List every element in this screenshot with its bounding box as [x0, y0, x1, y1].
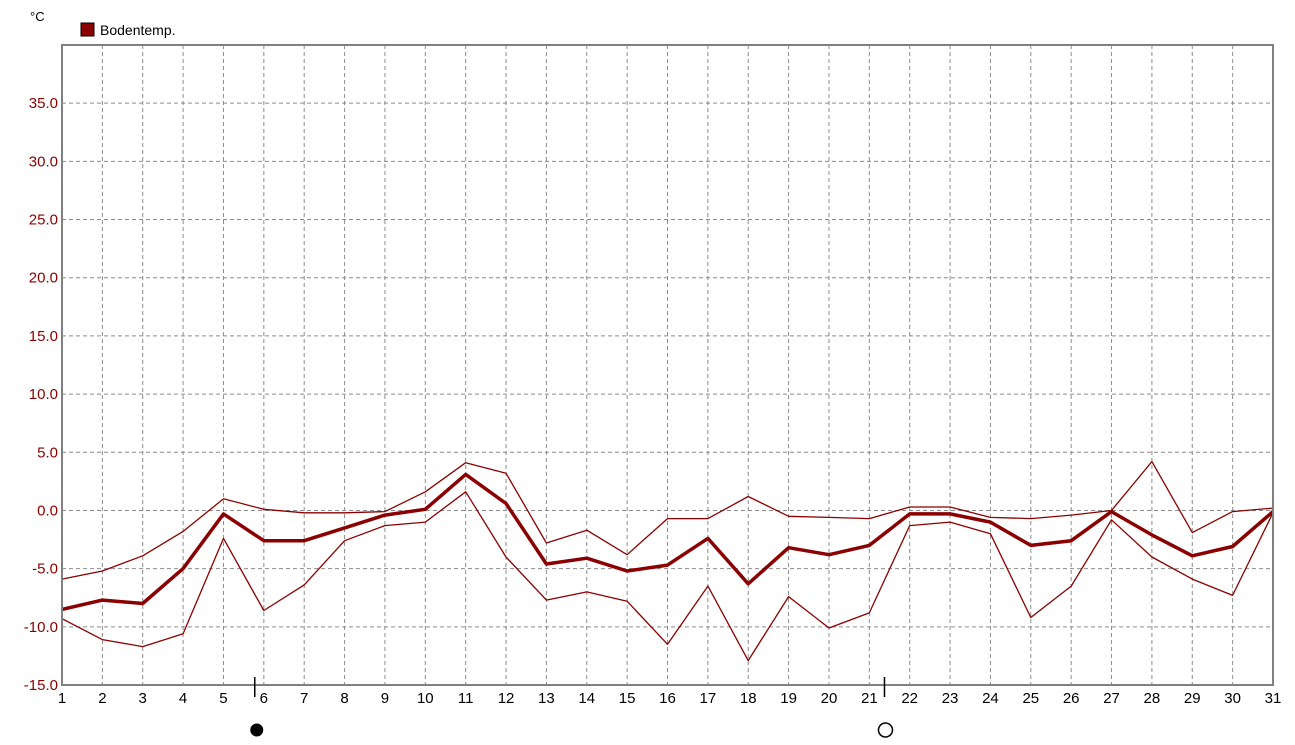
x-tick-label: 26: [1063, 690, 1080, 707]
series-line-max: [61, 460, 1274, 580]
series-line-mean: [61, 472, 1275, 612]
x-tick-label: 24: [982, 690, 999, 707]
series-line-min: [61, 491, 1274, 662]
x-tick-label: 18: [740, 690, 757, 707]
y-tick-label: 30.0: [29, 153, 58, 170]
x-tick-label: 25: [1022, 690, 1039, 707]
series-layer: [61, 460, 1275, 662]
y-tick-label: 35.0: [29, 95, 58, 112]
y-tick-label: 0.0: [37, 502, 58, 519]
y-tick-label: -15.0: [24, 677, 58, 694]
x-tick-label: 3: [139, 690, 147, 707]
legend-label: Bodentemp.: [100, 22, 176, 38]
x-tick-label: 13: [538, 690, 555, 707]
y-tick-label: 25.0: [29, 212, 58, 229]
x-tick-label: 14: [578, 690, 595, 707]
x-tick-label: 4: [179, 690, 187, 707]
x-tick-label: 21: [861, 690, 878, 707]
x-tick-label: 17: [700, 690, 717, 707]
x-tick-label: 31: [1265, 690, 1282, 707]
full-moon-icon: [877, 722, 894, 738]
x-tick-label: 22: [901, 690, 918, 707]
x-tick-label: 11: [458, 690, 474, 707]
x-tick-label: 28: [1144, 690, 1161, 707]
legend: Bodentemp.: [80, 22, 176, 38]
new-moon-icon: [250, 723, 264, 737]
moon-phases: [250, 677, 894, 738]
x-tick-label: 5: [219, 690, 227, 707]
y-axis-ticks: -15.0 -10.0 -5.0 0.0 5.0 10.0 15.0 20.0 25.0 30.0…: [24, 95, 58, 694]
x-tick-label: 10: [417, 690, 434, 707]
x-tick-label: 8: [340, 690, 348, 707]
y-axis-unit: °C: [30, 9, 45, 24]
x-tick-label: 1: [58, 690, 66, 707]
y-tick-label: 5.0: [37, 444, 58, 461]
x-tick-label: 27: [1103, 690, 1120, 707]
x-tick-label: 6: [260, 690, 268, 707]
plot-frame: [61, 44, 1274, 686]
legend-swatch: [80, 22, 95, 37]
x-tick-label: 20: [821, 690, 838, 707]
x-tick-label: 2: [98, 690, 106, 707]
y-tick-label: -5.0: [32, 561, 58, 578]
x-tick-label: 15: [619, 690, 636, 707]
x-tick-label: 12: [498, 690, 515, 707]
x-tick-label: 30: [1224, 690, 1241, 707]
y-tick-label: 20.0: [29, 270, 58, 287]
y-tick-label: 10.0: [29, 386, 58, 403]
x-tick-label: 9: [381, 690, 389, 707]
x-tick-label: 19: [780, 690, 797, 707]
grid: [62, 45, 1273, 685]
x-tick-label: 23: [942, 690, 959, 707]
y-tick-label: -10.0: [24, 619, 58, 636]
x-tick-label: 7: [300, 690, 308, 707]
y-tick-label: 15.0: [29, 328, 58, 345]
x-tick-label: 29: [1184, 690, 1201, 707]
x-tick-label: 16: [659, 690, 676, 707]
x-axis-ticks: 1 2 3 4 5 6 7 8 9 10 11 12 13 14 15 16 17 18 19 20 21 22 23 24 2…: [58, 690, 1282, 707]
